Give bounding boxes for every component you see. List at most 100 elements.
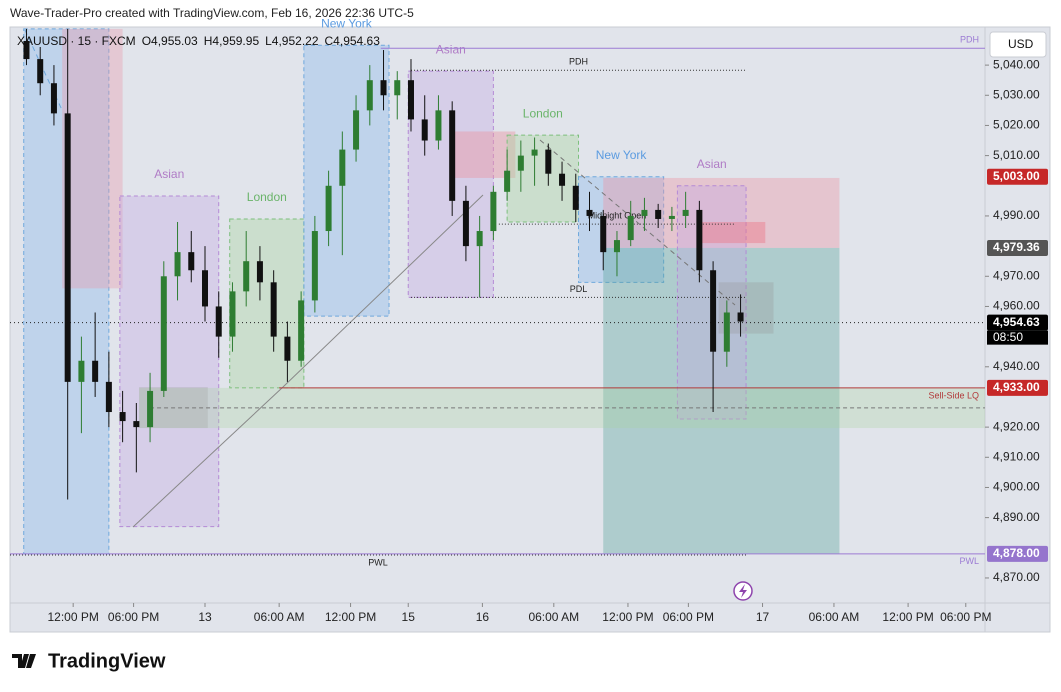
- y-tick-label: 5,030.00: [993, 87, 1040, 101]
- candle-body: [325, 185, 332, 232]
- x-tick-label: 06:00 AM: [254, 610, 305, 624]
- session-label: New York: [596, 148, 648, 162]
- candle-body: [380, 80, 387, 96]
- candle-body: [586, 209, 593, 216]
- ohlc: H4,959.95: [204, 34, 260, 48]
- currency-button[interactable]: [989, 31, 1047, 58]
- candle-body: [174, 252, 181, 277]
- candle-body: [641, 209, 648, 216]
- candle-body: [23, 40, 30, 60]
- alert-bolt: [739, 584, 747, 598]
- y-tick-label: 4,910.00: [993, 449, 1040, 463]
- x-tick-label: 16: [476, 610, 490, 624]
- session-box: [62, 28, 123, 289]
- ohlc: C4,954.63: [325, 34, 381, 48]
- level-label: Midnight Open: [588, 210, 647, 220]
- ohlc: L4,952.22: [265, 34, 319, 48]
- y-tick-label: 4,870.00: [993, 570, 1040, 584]
- candle-body: [202, 270, 208, 307]
- header: Wave-Trader-Pro created with TradingView…: [10, 6, 414, 20]
- currency[interactable]: USD: [1008, 37, 1034, 51]
- session-box: [676, 185, 747, 420]
- session-box: [506, 134, 580, 223]
- candle-body: [407, 80, 414, 120]
- candle-body: [92, 360, 99, 382]
- drawing-line: [132, 386, 284, 528]
- candle-body: [421, 119, 428, 141]
- x-tick-label: 12:00 PM: [325, 610, 376, 624]
- y-tick-label: 4,920.00: [993, 419, 1040, 433]
- candle-body: [160, 276, 167, 391]
- level-label: PWL: [368, 557, 388, 567]
- candle-body: [545, 149, 552, 174]
- candle-body: [627, 215, 634, 241]
- candle-body: [462, 200, 469, 247]
- session-label: London: [523, 106, 563, 120]
- symbol: XAUUSD · 15 · FXCM: [17, 34, 136, 48]
- candle-body: [243, 261, 250, 292]
- candle-body: [559, 173, 566, 186]
- session-label: New York: [321, 16, 373, 30]
- price-label: 4,954.63: [993, 315, 1040, 329]
- session-box: [303, 44, 390, 317]
- candle-body: [229, 291, 236, 337]
- session-box: [119, 195, 220, 528]
- y-tick-label: 4,960.00: [993, 299, 1040, 313]
- candle-body: [133, 421, 140, 428]
- candle-body: [188, 252, 195, 271]
- level-label: PDH: [960, 35, 979, 45]
- session-label: London: [247, 190, 287, 204]
- candle-body: [215, 306, 222, 337]
- price-label-box: [987, 240, 1048, 257]
- level-label: PDH: [569, 57, 588, 67]
- countdown-box: [987, 330, 1048, 345]
- x-tick-label: 12:00 PM: [602, 610, 653, 624]
- candle-body: [655, 209, 662, 219]
- session-box: [229, 218, 305, 389]
- price-label-box: [987, 168, 1048, 185]
- candle-body: [64, 113, 71, 382]
- session-box: [699, 221, 766, 244]
- candle-body: [105, 381, 112, 413]
- session-label: Asian: [154, 167, 184, 181]
- candle-body: [490, 191, 497, 232]
- candle-body: [37, 59, 44, 84]
- x-tick-label: 06:00 PM: [663, 610, 714, 624]
- level-label: Sell-Side LQ: [928, 390, 979, 400]
- x-tick-label: 13: [198, 610, 212, 624]
- candle-body: [435, 110, 442, 141]
- candle-body: [668, 215, 675, 219]
- y-tick-label: 4,940.00: [993, 359, 1040, 373]
- legend: XAUUSD · 15 · FXCM O4,955.03 H4,959.95 L4,9…: [17, 34, 380, 48]
- candle-body: [572, 185, 579, 210]
- candle-body: [696, 209, 703, 271]
- price-label-box: [987, 545, 1048, 562]
- ohlc: O4,955.03: [142, 34, 198, 48]
- session-box: [452, 131, 516, 178]
- session-label: Asian: [436, 42, 466, 56]
- drawing-line: [282, 194, 484, 388]
- candle-body: [449, 110, 456, 201]
- price-label: 4,878.00: [993, 546, 1040, 560]
- candle-body: [504, 170, 511, 192]
- session-label: Asian: [697, 157, 727, 171]
- session-box: [603, 247, 840, 554]
- plot: Asian London New York Asian London New York As…: [10, 16, 986, 567]
- candle-body: [339, 149, 346, 186]
- candle-body: [682, 209, 689, 216]
- candle-body: [723, 312, 730, 352]
- logo-text: TradingView: [48, 650, 166, 672]
- x-tick-label: 15: [402, 610, 416, 624]
- y-tick-label: 4,970.00: [993, 268, 1040, 282]
- candle-body: [600, 215, 607, 253]
- x-tick-label: 06:00 PM: [108, 610, 159, 624]
- x-tick-label: 06:00 AM: [809, 610, 860, 624]
- candle-body: [284, 336, 291, 361]
- level-label: PWL: [959, 556, 979, 566]
- logo-mark: [12, 654, 36, 668]
- candle-body: [311, 231, 318, 301]
- candle-body: [613, 240, 620, 253]
- price-label-box: [987, 379, 1048, 396]
- candle-body: [476, 231, 483, 247]
- candle-body: [366, 80, 373, 111]
